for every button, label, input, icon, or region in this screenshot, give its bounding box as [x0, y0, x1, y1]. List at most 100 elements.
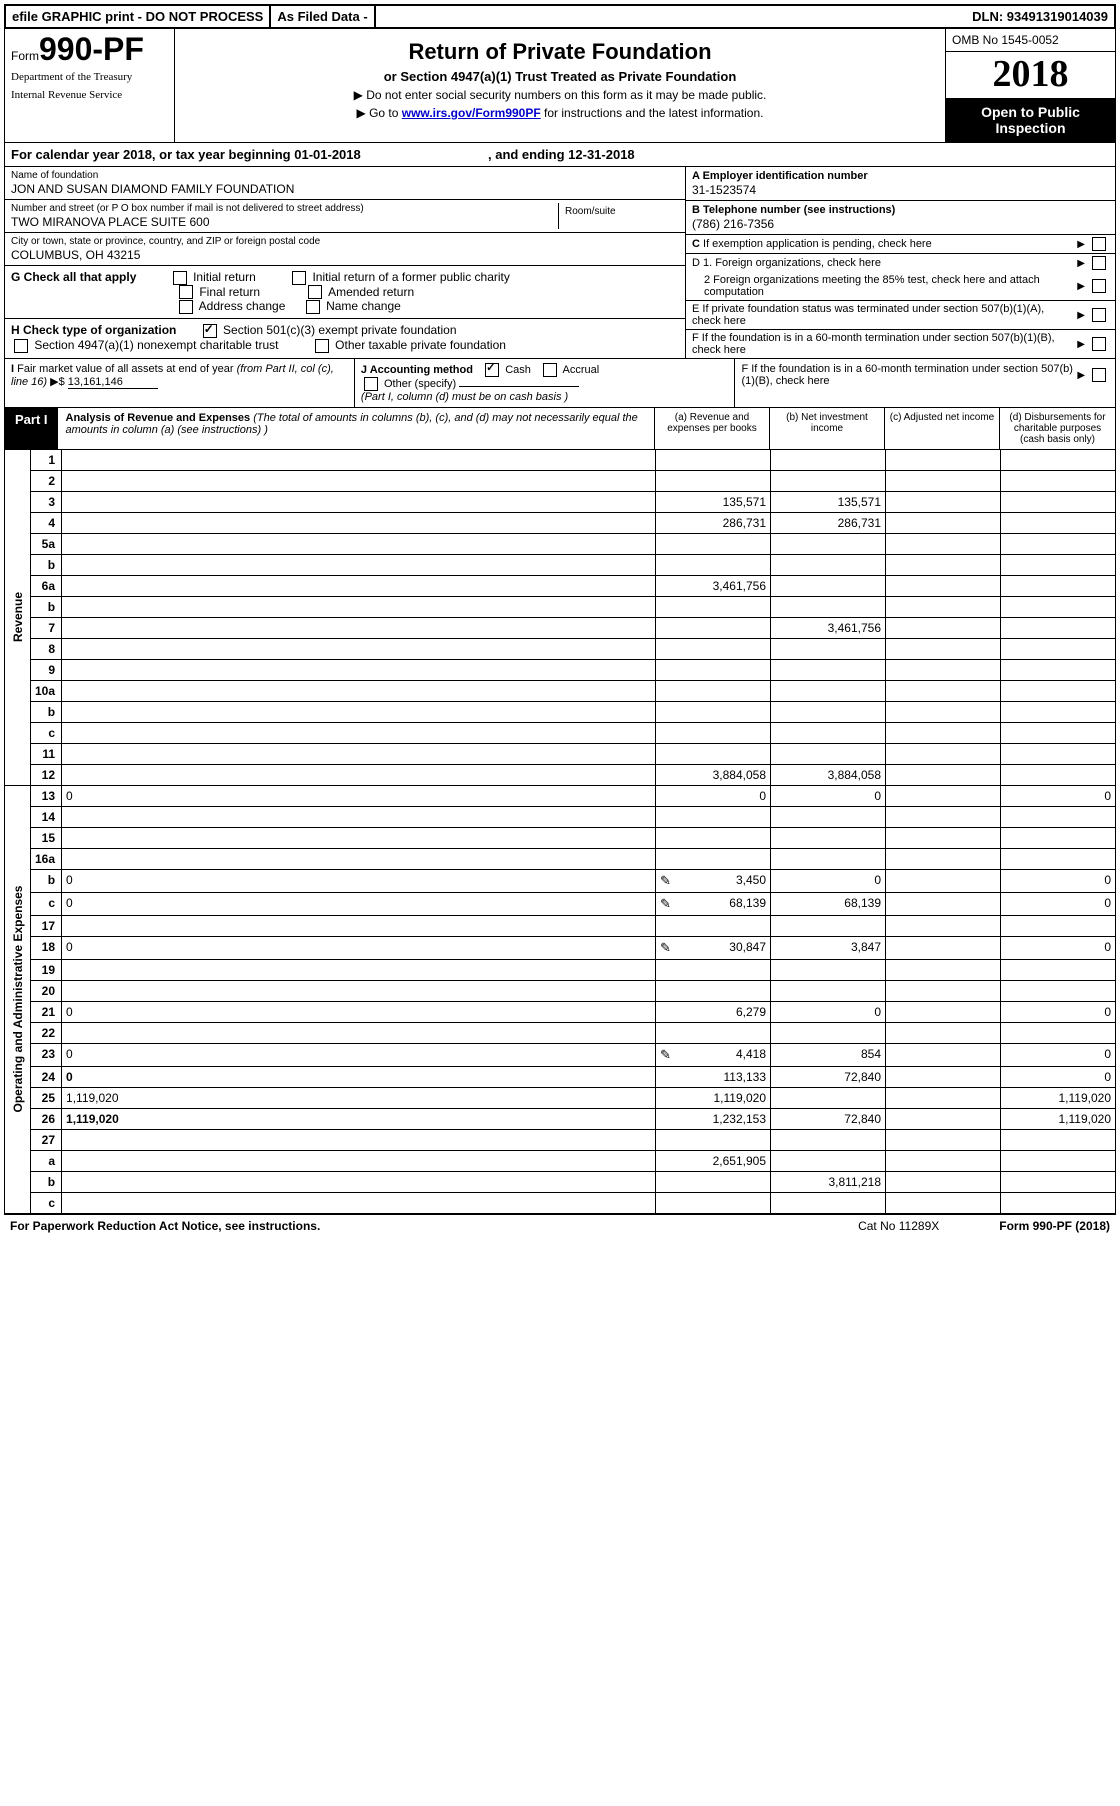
name-change-checkbox[interactable]	[306, 300, 320, 314]
amended-return-checkbox[interactable]	[308, 285, 322, 299]
open-inspection: Open to Public Inspection	[946, 98, 1115, 142]
col-b-header: (b) Net investment income	[770, 408, 885, 449]
col-d-value	[1001, 1129, 1116, 1150]
table-row: 4286,731286,731	[5, 512, 1116, 533]
60-month-checkbox[interactable]	[1092, 337, 1106, 351]
60-month-checkbox-2[interactable]	[1092, 368, 1106, 382]
line-number: 20	[31, 980, 62, 1001]
other-taxable-checkbox[interactable]	[315, 339, 329, 353]
table-row: 3135,571135,571	[5, 491, 1116, 512]
line-description	[62, 1192, 656, 1213]
line-description	[62, 1150, 656, 1171]
identity-left: Name of foundation JON AND SUSAN DIAMOND…	[5, 167, 685, 358]
section-g: G Check all that apply Initial return In…	[5, 265, 685, 319]
line-description: 0	[62, 785, 656, 806]
line-number: a	[31, 1150, 62, 1171]
table-row: 19	[5, 959, 1116, 980]
col-d-value	[1001, 450, 1116, 471]
initial-return-checkbox[interactable]	[173, 271, 187, 285]
col-a-value	[656, 959, 771, 980]
dept-treasury: Department of the Treasury	[11, 71, 168, 83]
dln: DLN: 93491319014039	[966, 6, 1114, 27]
section-d: D 1. Foreign organizations, check here 2…	[686, 254, 1115, 301]
col-d-value	[1001, 491, 1116, 512]
final-return-checkbox[interactable]	[179, 285, 193, 299]
line-description: 0	[62, 1043, 656, 1066]
col-c-value	[886, 1108, 1001, 1129]
accrual-checkbox[interactable]	[543, 363, 557, 377]
line-description	[62, 450, 656, 471]
h-o2: Section 4947(a)(1) nonexempt charitable …	[34, 338, 278, 352]
col-d-value: 0	[1001, 785, 1116, 806]
line-description	[62, 1171, 656, 1192]
calendar-year-line: For calendar year 2018, or tax year begi…	[4, 143, 1116, 167]
col-b-value: 3,461,756	[771, 617, 886, 638]
col-b-value	[771, 1087, 886, 1108]
table-row: 230✎4,4188540	[5, 1043, 1116, 1066]
section-e: E If private foundation status was termi…	[686, 301, 1115, 330]
line-description	[62, 617, 656, 638]
line-description	[62, 980, 656, 1001]
other-method-checkbox[interactable]	[364, 377, 378, 391]
col-c-value	[886, 1001, 1001, 1022]
address-row: Number and street (or P O box number if …	[5, 200, 685, 233]
form-header: Form990-PF Department of the Treasury In…	[4, 29, 1116, 143]
ein-cell: A Employer identification number 31-1523…	[686, 167, 1115, 201]
initial-public-charity-checkbox[interactable]	[292, 271, 306, 285]
j-label: J Accounting method	[361, 364, 473, 376]
line-description	[62, 743, 656, 764]
line-number: 12	[31, 764, 62, 785]
table-row: b	[5, 701, 1116, 722]
col-a-value	[656, 980, 771, 1001]
arrow-icon	[1073, 309, 1089, 321]
goto-pre: ▶ Go to	[357, 106, 402, 120]
table-row: b	[5, 554, 1116, 575]
col-d-value	[1001, 638, 1116, 659]
col-c-value	[886, 554, 1001, 575]
line-number: 25	[31, 1087, 62, 1108]
cash-checkbox[interactable]	[485, 363, 499, 377]
form-number: 990-PF	[39, 31, 144, 67]
irs-link[interactable]: www.irs.gov/Form990PF	[402, 106, 541, 120]
table-row: Revenue1	[5, 450, 1116, 471]
line-number: 21	[31, 1001, 62, 1022]
4947a1-checkbox[interactable]	[14, 339, 28, 353]
cal-pre: For calendar year 2018, or tax year begi…	[11, 147, 294, 162]
address-change-checkbox[interactable]	[179, 300, 193, 314]
col-c-value	[886, 892, 1001, 915]
col-c-value	[886, 785, 1001, 806]
section-f-dup: F If the foundation is in a 60-month ter…	[735, 359, 1115, 407]
col-c-value	[886, 869, 1001, 892]
arrow-icon	[1073, 338, 1089, 350]
col-c-value	[886, 936, 1001, 959]
col-d-value: 0	[1001, 1066, 1116, 1087]
col-a-value: 1,232,153	[656, 1108, 771, 1129]
col-d-value	[1001, 806, 1116, 827]
line-description: 0	[62, 1066, 656, 1087]
exemption-pending-checkbox[interactable]	[1092, 237, 1106, 251]
ssn-warning: ▶ Do not enter social security numbers o…	[181, 88, 939, 102]
table-row: 11	[5, 743, 1116, 764]
line-description	[62, 638, 656, 659]
status-terminated-checkbox[interactable]	[1092, 308, 1106, 322]
g-label: G Check all that apply	[11, 270, 136, 284]
col-d-value	[1001, 554, 1116, 575]
line-number: 26	[31, 1108, 62, 1129]
col-a-value	[656, 1129, 771, 1150]
col-a-value	[656, 470, 771, 491]
address: TWO MIRANOVA PLACE SUITE 600	[11, 215, 558, 229]
col-b-value: 3,811,218	[771, 1171, 886, 1192]
col-a-value: 1,119,020	[656, 1087, 771, 1108]
table-row: 2	[5, 470, 1116, 491]
col-a-value: 0	[656, 785, 771, 806]
g-o5: Address change	[199, 299, 286, 313]
phone-cell: B Telephone number (see instructions) (7…	[686, 201, 1115, 235]
d2-label: 2 Foreign organizations meeting the 85% …	[692, 274, 1073, 298]
line-number: c	[31, 1192, 62, 1213]
foreign-org-checkbox[interactable]	[1092, 256, 1106, 270]
foreign-85-checkbox[interactable]	[1092, 279, 1106, 293]
col-c-value	[886, 1150, 1001, 1171]
col-a-value	[656, 1022, 771, 1043]
c-label: If exemption application is pending, che…	[703, 238, 932, 250]
501c3-checkbox[interactable]	[203, 324, 217, 338]
